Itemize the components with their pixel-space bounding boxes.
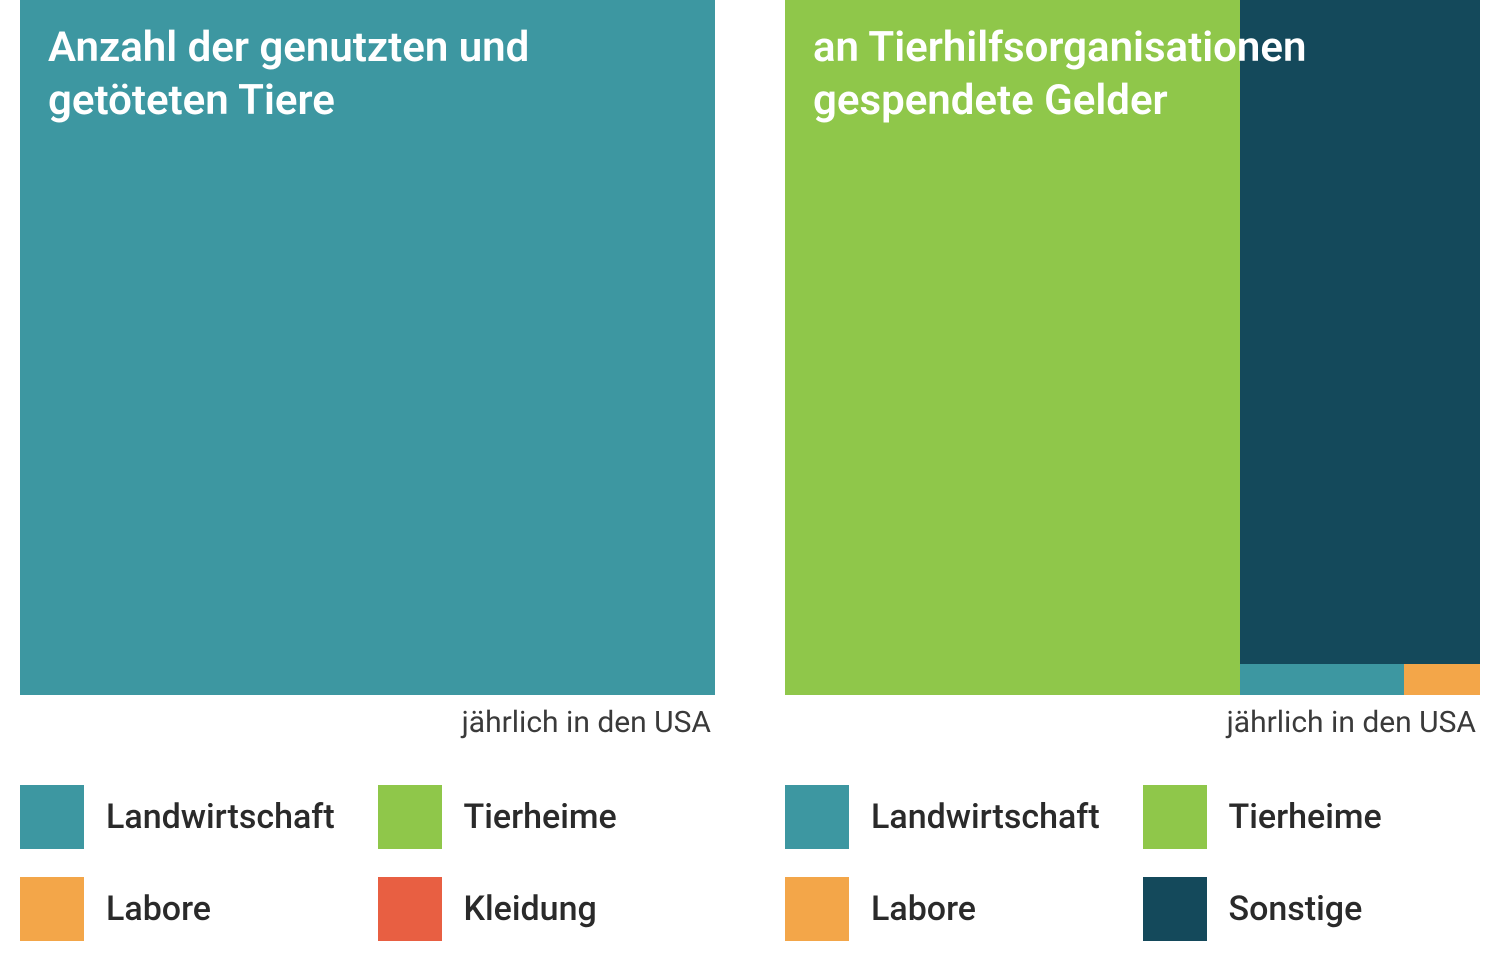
legend-swatch — [785, 785, 849, 849]
legend-swatch — [1143, 785, 1207, 849]
legend-swatch — [20, 877, 84, 941]
left-chart-title: Anzahl der genutzten und getöteten Tiere — [48, 22, 715, 127]
right-legend: Landwirtschaft Tierheime Labore Sonstige — [785, 785, 1480, 941]
legend-label: Sonstige — [1229, 889, 1363, 929]
legend-item: Tierheime — [1143, 785, 1481, 849]
charts-container: Anzahl der genutzten und getöteten Tiere… — [0, 0, 1500, 941]
left-legend: Landwirtschaft Tierheime Labore Kleidung — [20, 785, 715, 941]
legend-label: Landwirtschaft — [106, 797, 335, 837]
legend-item: Landwirtschaft — [20, 785, 358, 849]
legend-swatch — [378, 877, 442, 941]
right-treemap: an Tierhilfsorganisationen gespendete Ge… — [785, 0, 1480, 695]
left-chart-caption: jährlich in den USA — [20, 705, 715, 740]
legend-swatch — [378, 785, 442, 849]
legend-label: Tierheime — [1229, 797, 1382, 837]
left-panel: Anzahl der genutzten und getöteten Tiere… — [20, 0, 715, 941]
legend-item: Landwirtschaft — [785, 785, 1123, 849]
legend-label: Labore — [106, 889, 211, 929]
legend-item: Tierheime — [378, 785, 716, 849]
legend-label: Labore — [871, 889, 976, 929]
legend-label: Landwirtschaft — [871, 797, 1100, 837]
legend-swatch — [20, 785, 84, 849]
legend-label: Kleidung — [464, 889, 597, 929]
right-chart-caption: jährlich in den USA — [785, 705, 1480, 740]
treemap-tile-labore — [1404, 664, 1480, 695]
legend-item: Labore — [20, 877, 358, 941]
legend-item: Labore — [785, 877, 1123, 941]
legend-item: Kleidung — [378, 877, 716, 941]
legend-label: Tierheime — [464, 797, 617, 837]
right-panel: an Tierhilfsorganisationen gespendete Ge… — [785, 0, 1480, 941]
legend-item: Sonstige — [1143, 877, 1481, 941]
legend-swatch — [785, 877, 849, 941]
left-treemap: Anzahl der genutzten und getöteten Tiere — [20, 0, 715, 695]
right-chart-title: an Tierhilfsorganisationen gespendete Ge… — [813, 22, 1480, 127]
treemap-tile-landwirtschaft — [1240, 664, 1403, 695]
legend-swatch — [1143, 877, 1207, 941]
